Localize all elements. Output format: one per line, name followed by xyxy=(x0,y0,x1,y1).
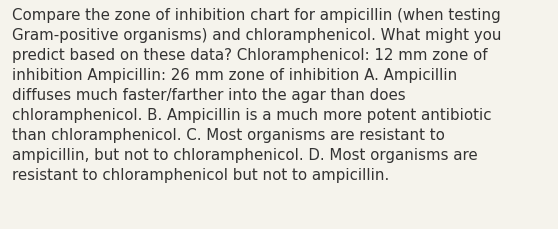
Text: Compare the zone of inhibition chart for ampicillin (when testing
Gram-positive : Compare the zone of inhibition chart for… xyxy=(12,8,502,183)
